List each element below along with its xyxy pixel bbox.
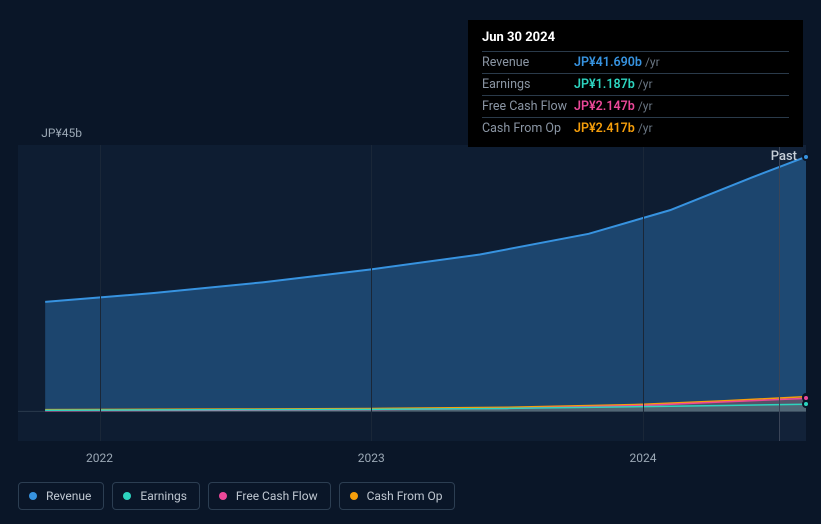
legend-label: Cash From Op <box>367 489 443 503</box>
tooltip-row: RevenueJP¥41.690b/yr <box>482 51 789 73</box>
legend-item[interactable]: Revenue <box>18 482 104 510</box>
legend-dot-icon <box>29 492 37 500</box>
chart-legend: Revenue Earnings Free Cash Flow Cash From O… <box>18 482 455 510</box>
tooltip-metric-value: JP¥1.187b <box>574 77 635 92</box>
tooltip-metric-unit: /yr <box>638 121 653 136</box>
tooltip-row: Cash From OpJP¥2.417b/yr <box>482 117 789 139</box>
tooltip-metric-unit: /yr <box>645 55 660 70</box>
legend-item[interactable]: Earnings <box>112 482 200 510</box>
plot-area[interactable] <box>18 145 806 441</box>
series-end-marker <box>802 400 810 408</box>
legend-item[interactable]: Free Cash Flow <box>208 482 331 510</box>
tooltip-metric-label: Earnings <box>482 77 574 92</box>
x-axis-label: 2024 <box>629 451 656 465</box>
x-axis-label: 2023 <box>358 451 385 465</box>
tooltip-row: Free Cash FlowJP¥2.147b/yr <box>482 95 789 117</box>
y-axis-label-max: JP¥45b <box>22 126 82 140</box>
tooltip-metric-unit: /yr <box>638 77 653 92</box>
tooltip-row: EarningsJP¥1.187b/yr <box>482 73 789 95</box>
tooltip-metric-label: Cash From Op <box>482 121 574 136</box>
series-end-marker <box>802 153 810 161</box>
past-label: Past <box>771 149 797 164</box>
legend-dot-icon <box>123 492 131 500</box>
tooltip-metric-unit: /yr <box>638 99 653 114</box>
tooltip-metric-value: JP¥2.417b <box>574 121 635 136</box>
financial-chart: Jun 30 2024 RevenueJP¥41.690b/yrEarnings… <box>0 0 821 524</box>
tooltip-metric-value: JP¥2.147b <box>574 99 635 114</box>
tooltip-metric-label: Revenue <box>482 55 574 70</box>
chart-tooltip: Jun 30 2024 RevenueJP¥41.690b/yrEarnings… <box>468 20 803 147</box>
legend-label: Revenue <box>46 489 91 503</box>
legend-dot-icon <box>219 492 227 500</box>
legend-item[interactable]: Cash From Op <box>339 482 456 510</box>
legend-label: Free Cash Flow <box>236 489 318 503</box>
tooltip-date: Jun 30 2024 <box>482 30 789 45</box>
tooltip-metric-value: JP¥41.690b <box>574 55 642 70</box>
tooltip-metric-label: Free Cash Flow <box>482 99 574 114</box>
legend-label: Earnings <box>140 489 187 503</box>
x-axis-label: 2022 <box>86 451 113 465</box>
legend-dot-icon <box>350 492 358 500</box>
